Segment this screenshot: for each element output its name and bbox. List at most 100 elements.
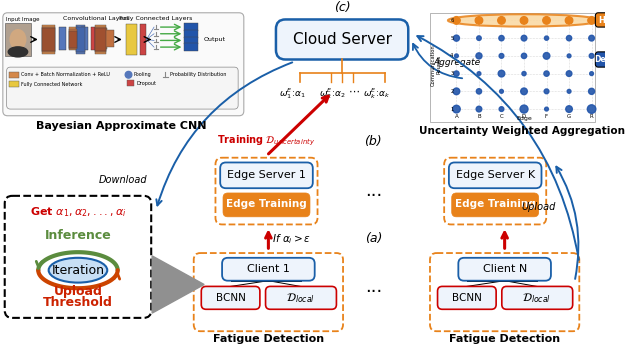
Text: Fatigue Detection: Fatigue Detection: [213, 334, 324, 344]
Text: Convolutional Layers: Convolutional Layers: [63, 16, 129, 21]
FancyBboxPatch shape: [97, 28, 107, 49]
Circle shape: [520, 105, 528, 113]
FancyBboxPatch shape: [184, 23, 198, 31]
Text: BCNN: BCNN: [216, 293, 246, 303]
FancyBboxPatch shape: [76, 27, 85, 52]
Circle shape: [543, 52, 550, 59]
Circle shape: [452, 105, 460, 113]
Circle shape: [498, 17, 505, 24]
FancyBboxPatch shape: [10, 72, 19, 78]
Text: C: C: [500, 114, 504, 119]
FancyBboxPatch shape: [127, 80, 134, 86]
Circle shape: [475, 17, 483, 24]
Circle shape: [545, 36, 548, 40]
FancyBboxPatch shape: [184, 43, 198, 51]
Text: D: D: [522, 114, 526, 119]
FancyBboxPatch shape: [95, 28, 106, 51]
FancyBboxPatch shape: [59, 27, 66, 50]
Text: Download: Download: [99, 175, 147, 185]
Text: Cloud Server: Cloud Server: [292, 32, 392, 47]
FancyBboxPatch shape: [6, 67, 238, 109]
FancyBboxPatch shape: [69, 31, 77, 48]
Text: ...: ...: [365, 278, 382, 296]
Circle shape: [477, 36, 481, 40]
Ellipse shape: [10, 29, 26, 50]
Circle shape: [477, 72, 481, 76]
FancyBboxPatch shape: [3, 13, 244, 116]
Text: Get $\alpha_1, \alpha_2, ..., \alpha_i$: Get $\alpha_1, \alpha_2, ..., \alpha_i$: [29, 205, 126, 219]
FancyBboxPatch shape: [449, 162, 541, 188]
FancyBboxPatch shape: [222, 258, 315, 281]
Text: Client 1: Client 1: [247, 264, 290, 274]
Text: 3: 3: [451, 71, 454, 76]
FancyBboxPatch shape: [81, 27, 88, 50]
Text: Edge Training: Edge Training: [455, 199, 536, 209]
Text: (a): (a): [365, 233, 382, 245]
Circle shape: [521, 35, 527, 41]
Text: Delay: Delay: [595, 55, 619, 64]
Text: Upload: Upload: [54, 285, 102, 298]
Text: Hp: Hp: [598, 16, 611, 25]
FancyBboxPatch shape: [42, 25, 55, 54]
Text: $\cdots$: $\cdots$: [348, 86, 360, 96]
Circle shape: [567, 89, 571, 93]
Circle shape: [498, 70, 505, 77]
Text: Uncertainty Weighted Aggregation: Uncertainty Weighted Aggregation: [419, 126, 625, 136]
Circle shape: [125, 71, 132, 78]
Circle shape: [499, 53, 504, 58]
FancyBboxPatch shape: [42, 28, 55, 51]
Circle shape: [522, 53, 527, 59]
FancyBboxPatch shape: [140, 24, 145, 55]
Ellipse shape: [49, 258, 108, 283]
FancyBboxPatch shape: [184, 30, 198, 38]
Circle shape: [566, 71, 572, 77]
FancyBboxPatch shape: [95, 27, 106, 52]
Text: Probability Distribution: Probability Distribution: [170, 72, 227, 77]
FancyBboxPatch shape: [10, 81, 19, 87]
Text: Edge Training: Edge Training: [226, 199, 307, 209]
Circle shape: [589, 53, 594, 58]
FancyBboxPatch shape: [69, 27, 79, 50]
Circle shape: [454, 71, 459, 76]
Ellipse shape: [448, 14, 600, 27]
Text: Inference: Inference: [45, 229, 111, 243]
Text: Client N: Client N: [483, 264, 527, 274]
FancyBboxPatch shape: [184, 37, 198, 44]
Text: Pooling: Pooling: [133, 72, 151, 77]
Text: Iteration: Iteration: [51, 264, 104, 277]
Text: 2: 2: [450, 89, 454, 94]
Text: B: B: [477, 114, 481, 119]
Text: Threshold: Threshold: [43, 296, 113, 309]
FancyBboxPatch shape: [458, 258, 551, 281]
Text: G: G: [567, 114, 571, 119]
Circle shape: [453, 35, 460, 41]
Text: Communication
Rounds: Communication Rounds: [431, 44, 442, 86]
Text: 5: 5: [450, 36, 454, 41]
Circle shape: [566, 36, 572, 41]
Text: $\omega_2^E\!:\!\alpha_2$: $\omega_2^E\!:\!\alpha_2$: [319, 86, 346, 101]
Text: Fatigue Detection: Fatigue Detection: [449, 334, 560, 344]
FancyBboxPatch shape: [276, 19, 408, 59]
Circle shape: [476, 53, 482, 59]
Circle shape: [588, 17, 595, 24]
FancyBboxPatch shape: [202, 286, 260, 309]
Text: Upload: Upload: [522, 202, 556, 212]
Ellipse shape: [8, 46, 28, 58]
FancyBboxPatch shape: [125, 24, 137, 55]
Text: BCNN: BCNN: [452, 293, 482, 303]
Text: R: R: [589, 114, 593, 119]
FancyBboxPatch shape: [105, 30, 115, 47]
Text: $\mathcal{D}_{local}$: $\mathcal{D}_{local}$: [522, 291, 551, 305]
Text: Bayesian Approximate CNN: Bayesian Approximate CNN: [36, 120, 206, 130]
Text: Training $\mathcal{D}_{uncertainty}$: Training $\mathcal{D}_{uncertainty}$: [218, 134, 316, 148]
Circle shape: [589, 88, 595, 95]
Text: F: F: [545, 114, 548, 119]
Circle shape: [500, 89, 504, 93]
Text: Fully Connected Layers: Fully Connected Layers: [119, 16, 193, 21]
Circle shape: [565, 17, 573, 24]
FancyBboxPatch shape: [266, 286, 337, 309]
Circle shape: [520, 17, 528, 24]
Circle shape: [521, 88, 527, 95]
Circle shape: [499, 107, 504, 111]
FancyBboxPatch shape: [95, 25, 106, 54]
